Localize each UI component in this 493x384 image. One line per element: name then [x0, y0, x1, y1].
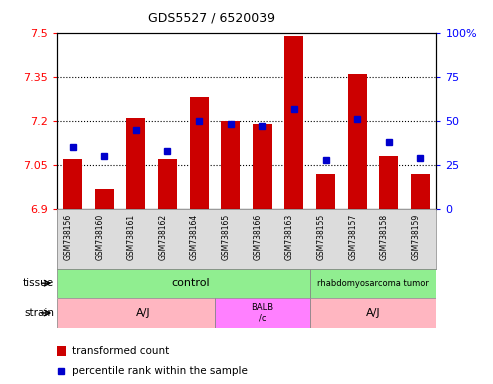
Text: GSM738156: GSM738156 — [64, 214, 72, 260]
Text: A/J: A/J — [137, 308, 151, 318]
Text: GDS5527 / 6520039: GDS5527 / 6520039 — [148, 12, 276, 25]
Text: transformed count: transformed count — [72, 346, 169, 356]
Text: GSM738165: GSM738165 — [222, 214, 231, 260]
Bar — [57, 346, 66, 356]
Bar — [348, 74, 367, 209]
Bar — [63, 159, 82, 209]
Bar — [158, 159, 177, 209]
Text: GSM738162: GSM738162 — [158, 214, 168, 260]
Text: GSM738166: GSM738166 — [253, 214, 262, 260]
Text: percentile rank within the sample: percentile rank within the sample — [72, 366, 248, 376]
Bar — [57, 269, 310, 298]
Bar — [189, 98, 209, 209]
Bar — [411, 174, 430, 209]
Bar — [95, 189, 113, 209]
Text: rhabdomyosarcoma tumor: rhabdomyosarcoma tumor — [317, 279, 429, 288]
Bar — [57, 298, 215, 328]
Text: A/J: A/J — [366, 308, 380, 318]
Text: BALB
/c: BALB /c — [251, 303, 274, 323]
Bar — [253, 124, 272, 209]
Text: GSM738164: GSM738164 — [190, 214, 199, 260]
Text: tissue: tissue — [23, 278, 54, 288]
Text: GSM738159: GSM738159 — [412, 214, 421, 260]
Bar — [380, 156, 398, 209]
Text: GSM738155: GSM738155 — [317, 214, 325, 260]
Bar — [310, 298, 436, 328]
Bar — [126, 118, 145, 209]
Text: GSM738161: GSM738161 — [127, 214, 136, 260]
Text: control: control — [172, 278, 211, 288]
Bar — [215, 298, 310, 328]
Text: GSM738160: GSM738160 — [95, 214, 104, 260]
Bar — [316, 174, 335, 209]
Text: GSM738157: GSM738157 — [348, 214, 357, 260]
Bar — [284, 36, 304, 209]
Bar — [221, 121, 240, 209]
Text: GSM738163: GSM738163 — [285, 214, 294, 260]
Text: GSM738158: GSM738158 — [380, 214, 389, 260]
Bar — [310, 269, 436, 298]
Text: strain: strain — [24, 308, 54, 318]
